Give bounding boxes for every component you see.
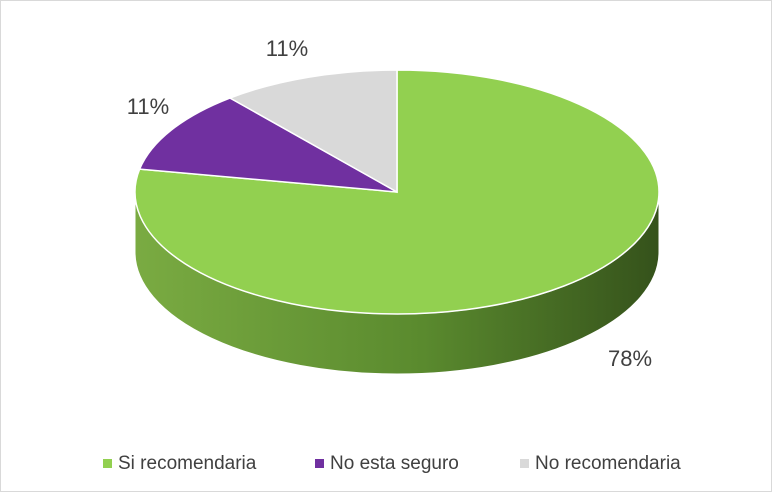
legend-marker	[103, 459, 112, 468]
pie: 78% 11% 11%	[127, 36, 660, 375]
pie-slice	[138, 97, 398, 193]
pie-slice	[228, 69, 398, 194]
legend-label: No esta seguro	[330, 453, 459, 474]
legend-marker	[520, 459, 529, 468]
data-label: 11%	[266, 36, 308, 61]
legend: Si recomendaria No esta seguro No recomend…	[103, 453, 681, 474]
data-label: 78%	[608, 346, 652, 371]
legend-marker	[315, 459, 324, 468]
legend-label: Si recomendaria	[118, 453, 257, 474]
data-label: 11%	[127, 94, 169, 119]
legend-label: No recomendaria	[535, 453, 681, 474]
